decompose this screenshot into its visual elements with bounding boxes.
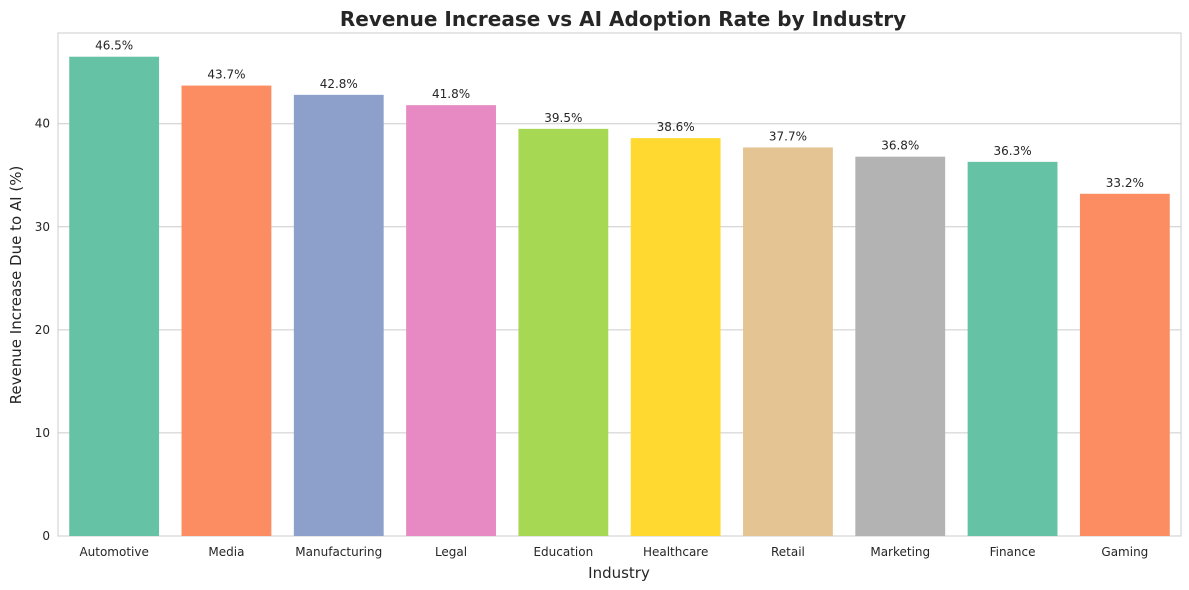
y-tick-label: 30 bbox=[35, 220, 50, 234]
bar-finance bbox=[967, 161, 1058, 536]
data-label: 43.7% bbox=[207, 68, 245, 82]
data-label: 36.3% bbox=[993, 144, 1031, 158]
data-label: 33.2% bbox=[1106, 176, 1144, 190]
x-axis-label: Industry bbox=[588, 564, 650, 582]
bar-legal bbox=[406, 105, 496, 536]
x-tick-label: Automotive bbox=[79, 545, 148, 559]
chart-title: Revenue Increase vs AI Adoption Rate by … bbox=[340, 7, 906, 31]
x-tick-label: Legal bbox=[435, 545, 467, 559]
y-axis-ticks: 0 10 20 30 40 bbox=[35, 117, 50, 543]
bar-education bbox=[518, 128, 609, 536]
x-tick-label: Healthcare bbox=[643, 545, 708, 559]
x-axis-ticks: Automotive Media Manufacturing Legal Educati… bbox=[79, 545, 1148, 559]
data-label: 36.8% bbox=[881, 139, 919, 153]
x-tick-label: Manufacturing bbox=[295, 545, 382, 559]
data-label: 37.7% bbox=[769, 129, 807, 143]
data-label: 42.8% bbox=[320, 77, 358, 91]
bar-automotive bbox=[69, 56, 160, 536]
data-labels: 46.5% 43.7% 42.8% 41.8% 39.5% 38.6% 37.7% 36.8%… bbox=[95, 39, 1144, 190]
bar-gaming bbox=[1079, 193, 1170, 536]
y-tick-label: 40 bbox=[35, 117, 50, 131]
data-label: 39.5% bbox=[544, 111, 582, 125]
data-label: 41.8% bbox=[432, 87, 470, 101]
x-tick-label: Retail bbox=[771, 545, 805, 559]
bar-healthcare bbox=[630, 138, 721, 536]
x-tick-label: Finance bbox=[990, 545, 1036, 559]
bar-manufacturing bbox=[293, 94, 384, 536]
data-label: 46.5% bbox=[95, 39, 133, 53]
x-tick-label: Media bbox=[208, 545, 244, 559]
x-tick-label: Education bbox=[533, 545, 593, 559]
bar-retail bbox=[743, 147, 833, 537]
bar-media bbox=[181, 85, 272, 536]
data-label: 38.6% bbox=[657, 120, 695, 134]
y-tick-label: 20 bbox=[35, 323, 50, 337]
bar-marketing bbox=[855, 156, 946, 536]
y-axis-label: Revenue Increase Due to AI (%) bbox=[7, 166, 25, 405]
bars bbox=[69, 56, 1170, 537]
y-tick-label: 10 bbox=[35, 426, 50, 440]
y-tick-label: 0 bbox=[42, 529, 50, 543]
x-tick-label: Marketing bbox=[870, 545, 930, 559]
x-tick-label: Gaming bbox=[1101, 545, 1148, 559]
